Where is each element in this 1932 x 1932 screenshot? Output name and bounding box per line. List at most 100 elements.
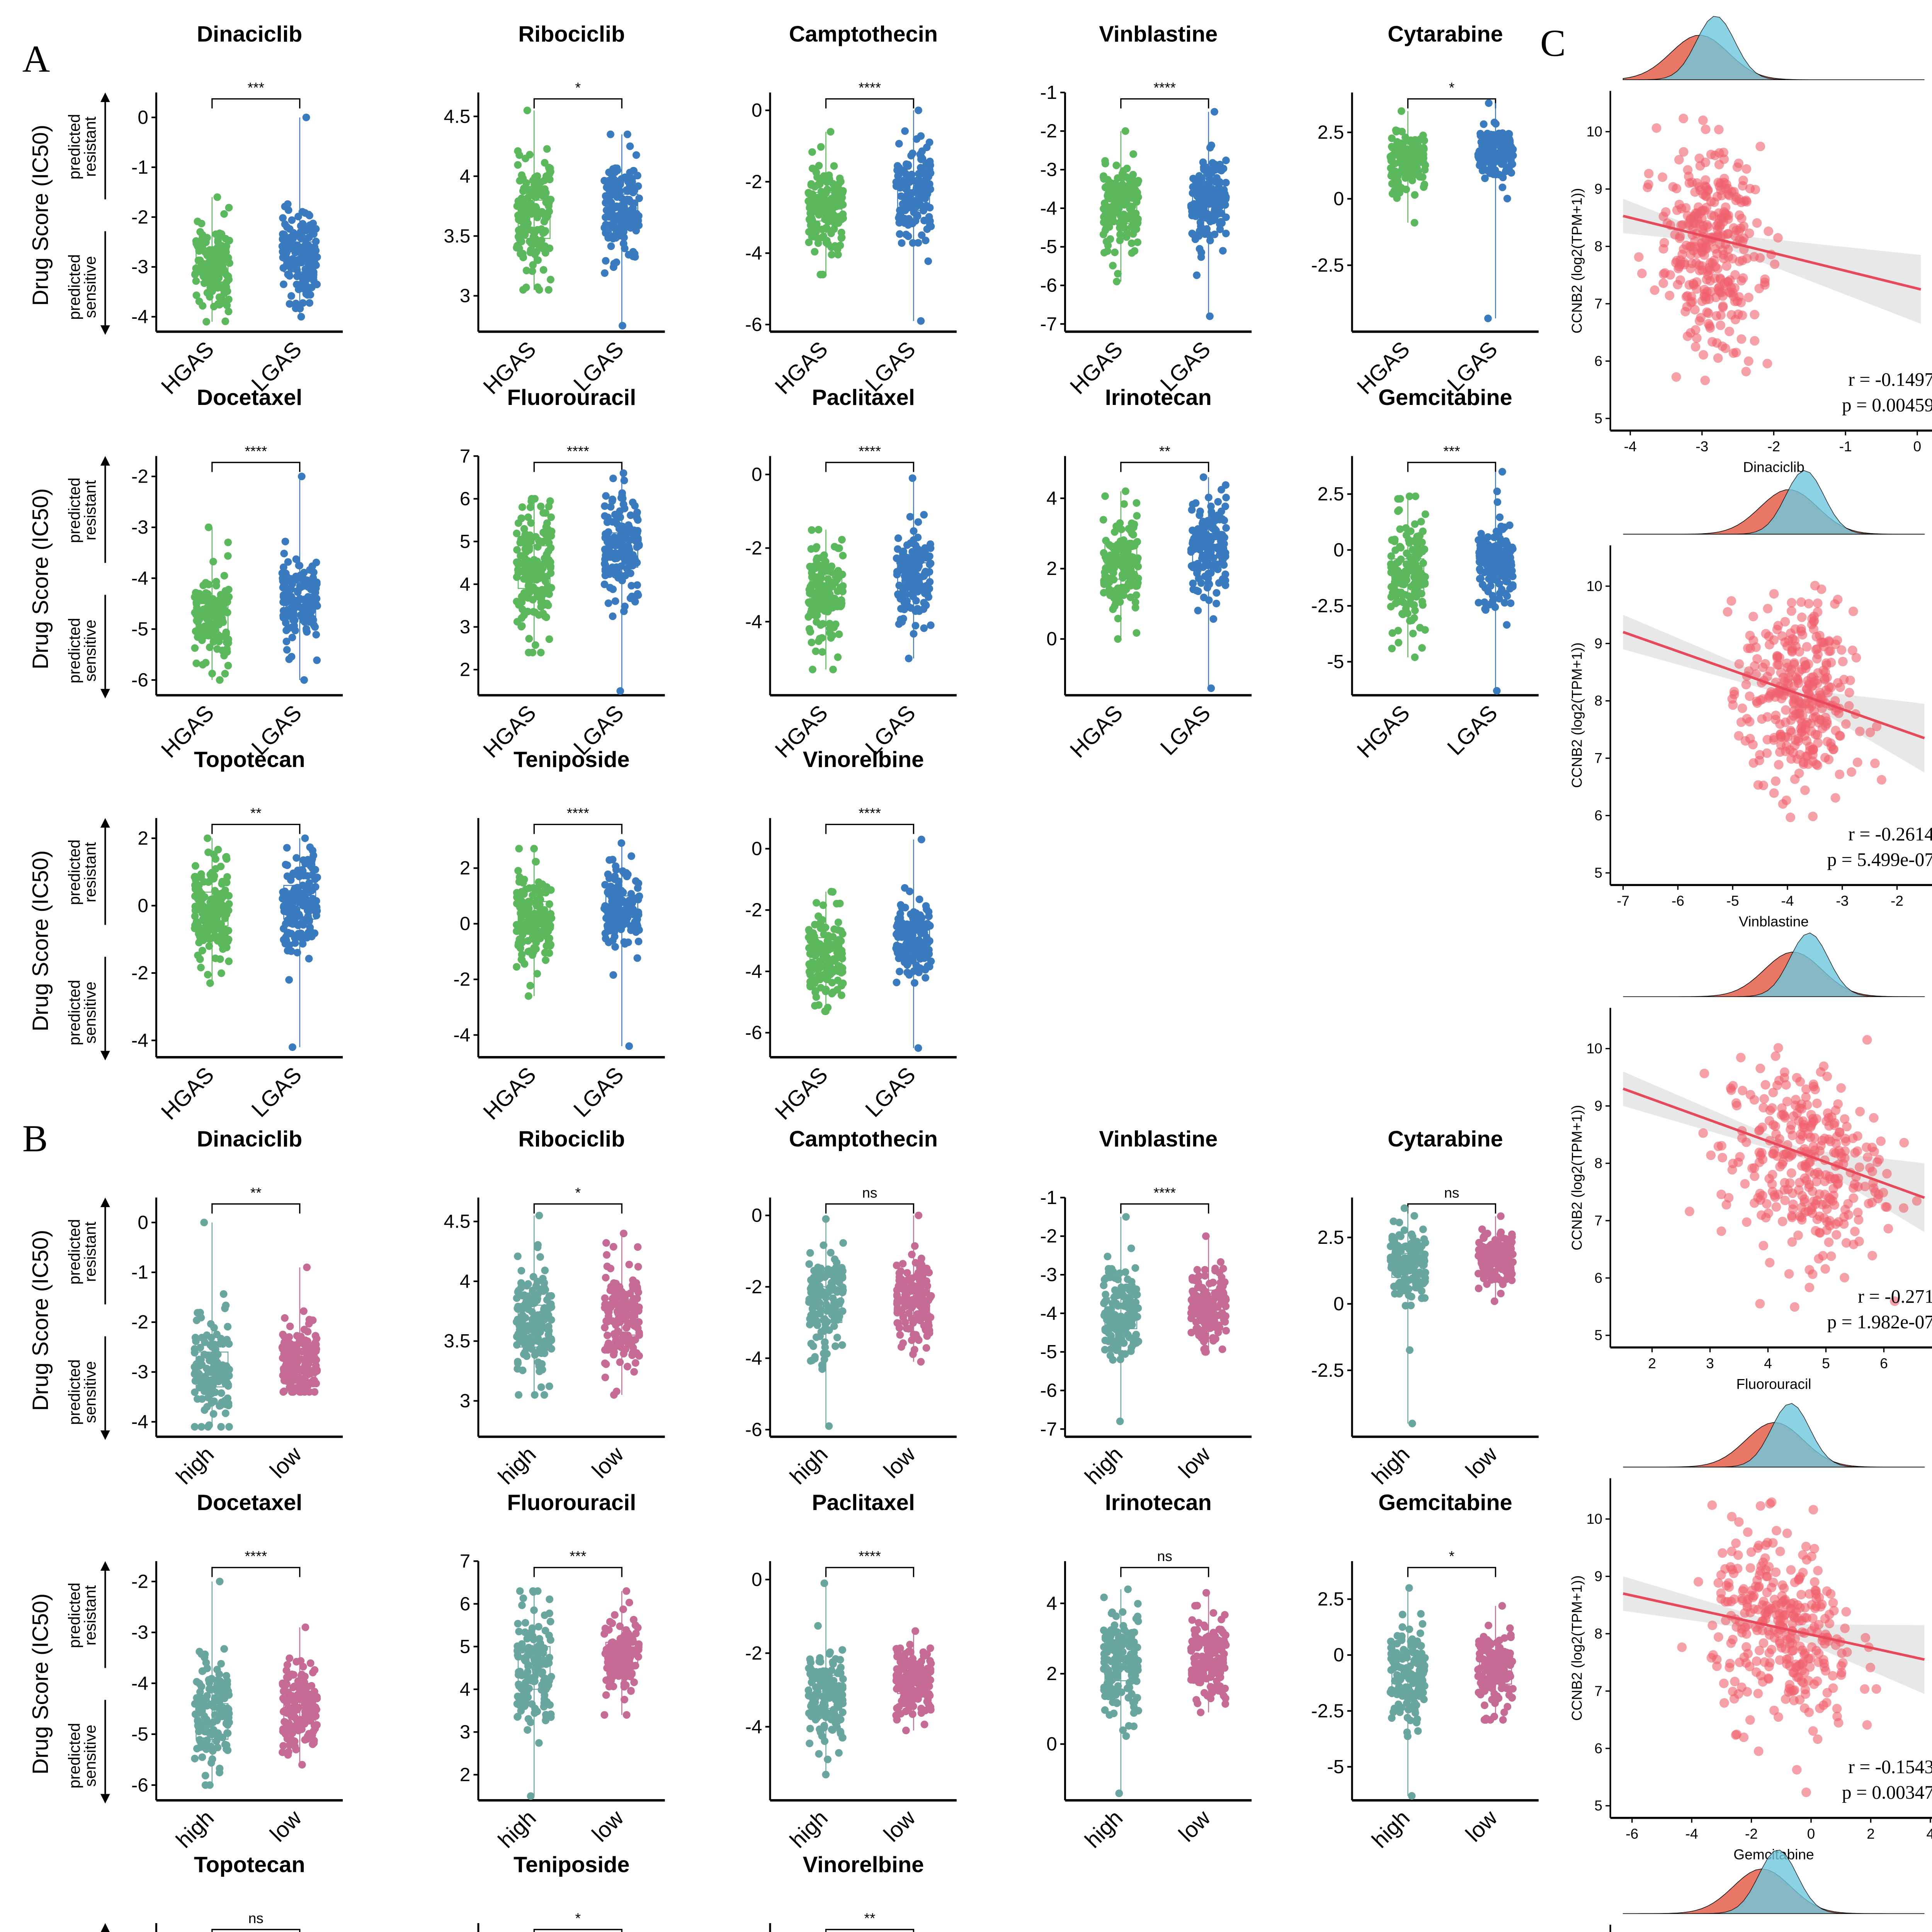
group-hgas: HGAS xyxy=(1065,127,1143,399)
data-point xyxy=(927,621,935,629)
y-tick-label: 4.5 xyxy=(444,106,470,127)
data-point xyxy=(603,1332,611,1339)
group-lgas: LGAS xyxy=(569,469,643,760)
data-point xyxy=(908,474,917,482)
data-point xyxy=(192,237,200,245)
data-point xyxy=(308,283,316,291)
resistant-label: resistant xyxy=(82,842,99,902)
data-point xyxy=(515,1391,523,1399)
data-point xyxy=(1102,238,1111,246)
data-point xyxy=(287,653,296,661)
data-point xyxy=(1490,118,1498,126)
data-point xyxy=(539,266,548,274)
data-point xyxy=(536,934,544,942)
data-point xyxy=(299,272,307,280)
data-point xyxy=(210,1357,218,1365)
data-point xyxy=(542,889,550,897)
data-point xyxy=(1409,629,1417,638)
significance-bracket xyxy=(1120,98,1209,109)
data-point xyxy=(912,622,920,630)
data-point xyxy=(223,873,231,881)
data-point xyxy=(828,979,836,987)
data-point xyxy=(1395,506,1403,514)
data-point xyxy=(630,911,638,918)
y-tick-label: -3 xyxy=(1040,159,1057,180)
data-point xyxy=(221,670,229,678)
data-point xyxy=(1387,560,1395,568)
arrow-down-icon xyxy=(100,1051,110,1061)
data-point xyxy=(279,1371,287,1379)
data-point xyxy=(838,536,846,544)
data-point xyxy=(518,598,526,606)
data-point xyxy=(604,193,611,201)
data-point xyxy=(216,955,224,963)
data-point xyxy=(1205,493,1213,502)
data-point xyxy=(617,1288,625,1296)
data-point xyxy=(313,656,321,664)
data-point xyxy=(1493,150,1501,157)
data-point xyxy=(807,180,815,188)
data-point xyxy=(1100,580,1108,588)
data-point xyxy=(604,228,612,236)
data-point xyxy=(225,204,233,212)
data-point xyxy=(1114,614,1122,622)
data-point xyxy=(204,523,213,531)
data-point xyxy=(609,495,616,503)
data-point xyxy=(194,895,202,903)
y-tick-label: -1 xyxy=(131,1262,148,1283)
data-point xyxy=(1484,315,1492,322)
data-point xyxy=(221,317,230,325)
data-point xyxy=(603,538,611,546)
data-point xyxy=(921,569,929,577)
data-point xyxy=(542,198,550,206)
data-point xyxy=(513,963,520,971)
data-point xyxy=(816,270,825,279)
data-point xyxy=(1129,531,1137,539)
significance-bracket xyxy=(1407,462,1497,472)
data-point xyxy=(223,1336,231,1344)
data-point xyxy=(313,253,321,261)
data-point xyxy=(895,591,902,599)
data-point xyxy=(909,197,917,205)
data-point xyxy=(924,257,932,265)
data-point xyxy=(629,248,637,256)
data-point xyxy=(623,565,631,573)
y-tick-label: -4 xyxy=(745,611,762,632)
data-point xyxy=(524,194,532,202)
data-point xyxy=(1128,239,1136,247)
data-point xyxy=(619,240,628,248)
data-point xyxy=(532,193,540,201)
data-point xyxy=(1388,536,1396,544)
data-point xyxy=(1493,549,1500,557)
data-point xyxy=(1218,515,1226,523)
data-point xyxy=(289,891,297,900)
data-point xyxy=(1215,579,1223,587)
data-point xyxy=(1211,206,1219,214)
data-point xyxy=(193,265,201,273)
data-point xyxy=(821,1007,829,1015)
data-point xyxy=(912,189,920,197)
data-point xyxy=(1206,544,1214,552)
y-tick-label: -6 xyxy=(131,669,148,690)
data-point xyxy=(281,940,289,948)
arrow-up-icon xyxy=(100,818,110,828)
data-point xyxy=(203,252,211,259)
data-point xyxy=(309,847,316,855)
data-point xyxy=(194,633,202,641)
data-point xyxy=(192,659,201,667)
data-point xyxy=(224,272,232,281)
data-point xyxy=(1193,192,1201,200)
data-point xyxy=(1410,219,1418,227)
data-point xyxy=(612,905,621,913)
data-point xyxy=(544,547,553,555)
group-hgas: HGAS xyxy=(770,526,847,763)
data-point xyxy=(922,902,930,910)
data-point xyxy=(299,299,307,307)
data-point xyxy=(542,214,549,222)
data-point xyxy=(302,625,310,633)
data-point xyxy=(914,518,922,526)
plot-title: Gemcitabine xyxy=(1378,385,1512,410)
significance-label: * xyxy=(575,1184,581,1201)
data-point xyxy=(904,221,912,229)
data-point xyxy=(910,630,918,638)
